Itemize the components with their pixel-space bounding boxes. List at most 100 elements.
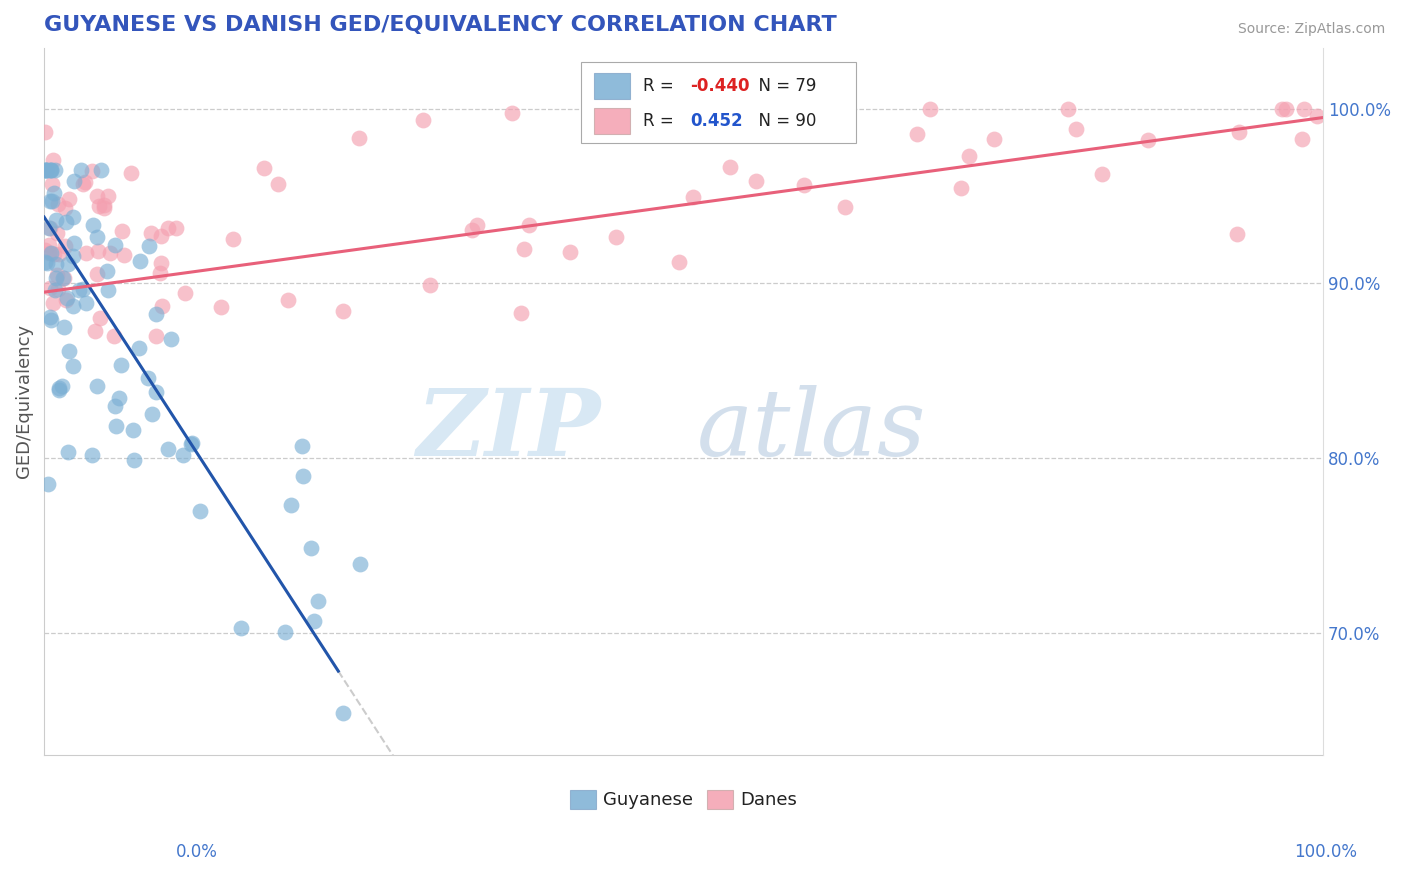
Point <box>699 102 721 116</box>
Point <box>349 131 371 145</box>
Point <box>53 239 76 253</box>
Point <box>38 310 60 324</box>
Point <box>122 424 145 438</box>
Point <box>222 232 245 246</box>
Point <box>46 197 69 211</box>
Point <box>718 160 741 174</box>
Point <box>122 453 145 467</box>
Point <box>1227 125 1250 139</box>
Point <box>45 212 67 227</box>
Text: R =: R = <box>643 77 679 95</box>
Point <box>42 246 65 260</box>
Point <box>129 254 152 268</box>
Point <box>108 391 131 405</box>
Text: N = 90: N = 90 <box>748 112 815 130</box>
Point <box>174 285 197 300</box>
Point <box>188 504 211 518</box>
Point <box>48 383 70 397</box>
Point <box>1137 133 1160 147</box>
Point <box>110 359 132 373</box>
Point <box>149 266 172 280</box>
Text: Source: ZipAtlas.com: Source: ZipAtlas.com <box>1237 22 1385 37</box>
Point <box>93 198 115 212</box>
Point <box>159 332 181 346</box>
Point <box>291 439 314 453</box>
Point <box>56 291 79 305</box>
Point <box>73 175 96 189</box>
Text: R =: R = <box>643 112 679 130</box>
Point <box>128 341 150 355</box>
Point <box>86 189 108 203</box>
Point <box>229 622 252 636</box>
Point <box>1057 102 1080 116</box>
Point <box>1064 121 1087 136</box>
Point <box>512 242 534 256</box>
Point <box>150 256 173 270</box>
Point <box>918 102 941 116</box>
Point <box>46 282 69 296</box>
Point <box>1292 102 1315 116</box>
Point <box>640 102 662 116</box>
Point <box>307 594 329 608</box>
Legend: Guyanese, Danes: Guyanese, Danes <box>564 783 804 816</box>
Point <box>41 177 63 191</box>
Point <box>1226 227 1249 242</box>
Point <box>412 113 434 128</box>
Point <box>280 498 302 512</box>
Y-axis label: GED/Equivalency: GED/Equivalency <box>15 324 32 478</box>
Point <box>86 267 108 281</box>
Point <box>145 384 167 399</box>
Point <box>75 245 97 260</box>
Point <box>86 230 108 244</box>
Point <box>72 282 94 296</box>
Point <box>34 244 56 258</box>
Point <box>104 399 127 413</box>
Point <box>62 211 84 225</box>
Text: atlas: atlas <box>697 384 927 475</box>
Point <box>110 223 132 237</box>
Point <box>834 201 856 215</box>
Point <box>37 255 59 269</box>
Point <box>35 162 58 177</box>
Point <box>332 304 354 318</box>
Point <box>517 218 540 232</box>
Point <box>48 381 70 395</box>
Point <box>93 201 115 215</box>
Text: N = 79: N = 79 <box>748 77 815 95</box>
Point <box>792 178 814 193</box>
Point <box>45 257 67 271</box>
Point <box>39 246 62 260</box>
Point <box>39 162 62 177</box>
Point <box>62 249 84 263</box>
FancyBboxPatch shape <box>595 73 630 99</box>
Point <box>558 245 581 260</box>
Point <box>38 237 60 252</box>
Point <box>63 174 86 188</box>
Text: GUYANESE VS DANISH GED/EQUIVALENCY CORRELATION CHART: GUYANESE VS DANISH GED/EQUIVALENCY CORRE… <box>44 15 837 35</box>
Point <box>53 271 76 285</box>
Point <box>156 220 179 235</box>
Point <box>80 163 103 178</box>
Point <box>70 162 93 177</box>
Point <box>87 244 110 258</box>
Point <box>274 624 297 639</box>
Point <box>949 180 972 194</box>
Point <box>58 192 80 206</box>
Point <box>80 448 103 462</box>
Point <box>44 162 66 177</box>
Point <box>55 201 77 215</box>
Point <box>41 194 63 209</box>
Point <box>104 238 127 252</box>
Point <box>145 307 167 321</box>
Point <box>905 127 928 141</box>
Point <box>62 299 84 313</box>
Point <box>150 299 173 313</box>
Point <box>299 541 322 556</box>
Point <box>38 220 60 235</box>
Point <box>745 174 768 188</box>
Point <box>1275 102 1298 116</box>
Point <box>42 153 65 167</box>
Point <box>42 296 65 310</box>
FancyBboxPatch shape <box>581 62 856 143</box>
Point <box>1090 168 1112 182</box>
